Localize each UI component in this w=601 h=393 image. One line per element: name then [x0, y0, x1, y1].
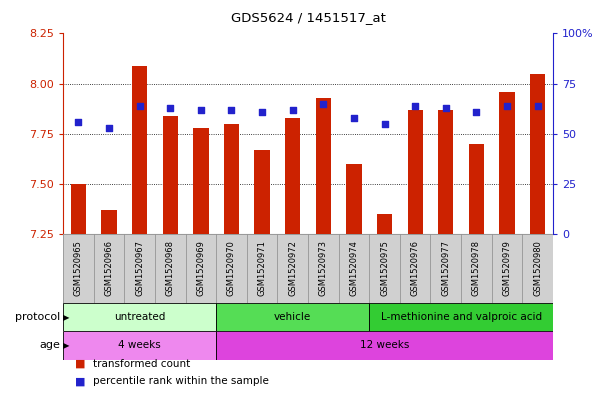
- Bar: [94, 234, 124, 303]
- Bar: [377, 214, 392, 234]
- Text: ■: ■: [75, 376, 85, 386]
- Bar: [132, 66, 147, 234]
- Point: [257, 108, 267, 115]
- Bar: [186, 234, 216, 303]
- Point: [73, 119, 83, 125]
- Bar: [338, 234, 369, 303]
- Bar: [530, 73, 545, 234]
- Text: GSM1520980: GSM1520980: [533, 240, 542, 296]
- Bar: [400, 234, 430, 303]
- Text: percentile rank within the sample: percentile rank within the sample: [93, 376, 269, 386]
- Text: GSM1520965: GSM1520965: [74, 240, 83, 296]
- Text: GSM1520977: GSM1520977: [441, 240, 450, 296]
- Text: GSM1520973: GSM1520973: [319, 240, 328, 296]
- Text: ▶: ▶: [63, 313, 69, 321]
- Text: GSM1520969: GSM1520969: [197, 240, 206, 296]
- Point: [104, 125, 114, 131]
- Text: protocol: protocol: [15, 312, 60, 322]
- Text: GSM1520966: GSM1520966: [105, 240, 114, 296]
- Bar: [438, 110, 453, 234]
- Text: ■: ■: [75, 358, 85, 369]
- Bar: [369, 234, 400, 303]
- Text: GSM1520978: GSM1520978: [472, 240, 481, 296]
- Bar: [124, 234, 155, 303]
- Text: GSM1520972: GSM1520972: [288, 240, 297, 296]
- Text: ▶: ▶: [63, 341, 69, 350]
- Bar: [63, 303, 216, 331]
- Bar: [224, 124, 239, 234]
- Point: [288, 107, 297, 113]
- Point: [441, 105, 451, 111]
- Text: GSM1520979: GSM1520979: [502, 240, 511, 296]
- Text: GSM1520974: GSM1520974: [349, 240, 358, 296]
- Text: GSM1520976: GSM1520976: [410, 240, 419, 296]
- Bar: [63, 234, 94, 303]
- Point: [196, 107, 206, 113]
- Bar: [522, 234, 553, 303]
- Bar: [346, 164, 362, 234]
- Point: [380, 121, 389, 127]
- Text: GSM1520970: GSM1520970: [227, 240, 236, 296]
- Bar: [308, 234, 338, 303]
- Text: GSM1520967: GSM1520967: [135, 240, 144, 296]
- Point: [165, 105, 175, 111]
- Bar: [163, 116, 178, 234]
- Bar: [102, 210, 117, 234]
- Text: 12 weeks: 12 weeks: [360, 340, 409, 351]
- Text: L-methionine and valproic acid: L-methionine and valproic acid: [380, 312, 542, 322]
- Bar: [461, 234, 492, 303]
- Point: [502, 103, 512, 109]
- Point: [472, 108, 481, 115]
- Text: transformed count: transformed count: [93, 358, 191, 369]
- Point: [135, 103, 144, 109]
- Bar: [63, 331, 216, 360]
- Bar: [430, 234, 461, 303]
- Bar: [278, 234, 308, 303]
- Bar: [247, 234, 278, 303]
- Text: GDS5624 / 1451517_at: GDS5624 / 1451517_at: [231, 11, 385, 24]
- Text: GSM1520968: GSM1520968: [166, 240, 175, 296]
- Bar: [155, 234, 186, 303]
- Bar: [216, 303, 369, 331]
- Bar: [492, 234, 522, 303]
- Point: [410, 103, 420, 109]
- Bar: [407, 110, 423, 234]
- Point: [227, 107, 236, 113]
- Text: vehicle: vehicle: [274, 312, 311, 322]
- Text: GSM1520975: GSM1520975: [380, 240, 389, 296]
- Point: [349, 115, 359, 121]
- Bar: [216, 234, 247, 303]
- Bar: [193, 128, 209, 234]
- Bar: [285, 118, 300, 234]
- Text: untreated: untreated: [114, 312, 165, 322]
- Text: 4 weeks: 4 weeks: [118, 340, 161, 351]
- Bar: [369, 303, 553, 331]
- Point: [533, 103, 543, 109]
- Bar: [216, 331, 553, 360]
- Bar: [469, 144, 484, 234]
- Bar: [71, 184, 86, 234]
- Bar: [254, 150, 270, 234]
- Text: age: age: [39, 340, 60, 351]
- Bar: [316, 98, 331, 234]
- Point: [319, 101, 328, 107]
- Bar: [499, 92, 514, 234]
- Text: GSM1520971: GSM1520971: [258, 240, 267, 296]
